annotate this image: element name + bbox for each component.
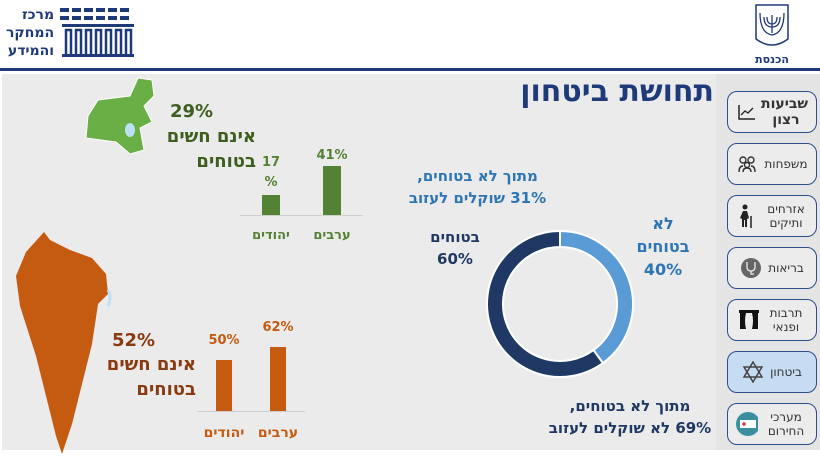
note-top: 31% שוקלים לעזוב (408, 189, 547, 207)
category-label: ערבים (313, 228, 351, 243)
south-percent: 52% (112, 330, 156, 351)
category-label: יהודים (203, 425, 245, 441)
nav-label: משפחות (764, 157, 808, 171)
header (0, 0, 820, 68)
logo-line: והמידע (7, 43, 55, 59)
south-bar-axis (197, 411, 305, 412)
donut-slice-safe (486, 229, 605, 378)
unsafe-value: 40% (643, 260, 683, 279)
nav-label: תרבות ופנאי (769, 306, 803, 334)
nav-label: שביעות רצון (761, 96, 808, 128)
logo-line: המחקר (6, 25, 55, 41)
north-text: בטוחים (196, 151, 256, 172)
knesset-label: הכנסת (755, 53, 789, 66)
nav-health[interactable]: בריאות (727, 247, 817, 289)
security-donut-chart (486, 229, 634, 378)
unsafe-label: לא (652, 214, 674, 233)
nav-label: מערכי החירום (767, 410, 805, 438)
nav-label: ביטחון (770, 365, 802, 379)
nav-satisfaction[interactable]: שביעות רצון (727, 91, 817, 133)
note-bottom: 69% לא שוקלים לעזוב (548, 419, 712, 437)
nav-families[interactable]: משפחות (727, 143, 817, 185)
nav-security[interactable]: ביטחון (727, 351, 817, 393)
north-region-map (85, 77, 155, 154)
stethoscope-icon (740, 257, 762, 279)
nav-emergency[interactable]: מערכי החירום (727, 403, 817, 445)
knesset-logo: הכנסת (750, 3, 794, 66)
north-text: אינם חשים (166, 126, 256, 147)
family-icon (736, 153, 758, 175)
note-bottom: מתוך לא בטוחים, (569, 397, 691, 415)
star-of-david-icon (742, 361, 764, 383)
safe-label: בטוחים (430, 228, 480, 246)
category-label: יהודים (252, 228, 290, 243)
bar-label: 17 % (246, 153, 296, 193)
bar-south-jews (216, 359, 232, 411)
line-chart-icon (736, 101, 758, 123)
safe-value: 60% (437, 250, 473, 268)
donut-slice-unsafe (559, 229, 634, 365)
north-percent: 29% (170, 101, 214, 122)
south-region-map (16, 232, 112, 454)
north-bar-axis (240, 215, 363, 216)
bar-south-arabs (270, 347, 286, 411)
bar-north-jews (262, 194, 280, 215)
nav-label: אזרחים ותיקים (767, 202, 805, 230)
sea-of-galilee (125, 123, 135, 137)
note-top: מתוך לא בטוחים, (417, 167, 538, 185)
building-columns-icon (60, 8, 135, 57)
menorah-emblem-icon (755, 4, 789, 46)
bar-label: 50% (208, 333, 240, 348)
nav-culture[interactable]: תרבות ופנאי (727, 299, 817, 341)
bar-north-arabs (323, 165, 341, 215)
ambulance-icon (736, 412, 758, 436)
research-center-logo: מרכז המחקר והמידע (6, 6, 136, 60)
bar-label: 62% (262, 320, 294, 335)
south-text: אינם חשים (106, 354, 196, 375)
elderly-person-icon (736, 204, 758, 228)
logo-line: מרכז (22, 7, 55, 23)
bar-label: 41% (316, 148, 348, 163)
category-label: ערבים (257, 425, 299, 441)
nav-label: בריאות (768, 261, 804, 275)
unsafe-label: בטוחים (636, 237, 690, 256)
page-title: תחושת ביטחון (520, 74, 714, 109)
bar-label-text: 17 % (261, 155, 281, 190)
south-text: בטוחים (136, 379, 196, 400)
dead-sea (106, 289, 112, 307)
nav-seniors[interactable]: אזרחים ותיקים (727, 195, 817, 237)
header-divider (0, 68, 820, 71)
theater-curtain-icon (738, 309, 760, 331)
